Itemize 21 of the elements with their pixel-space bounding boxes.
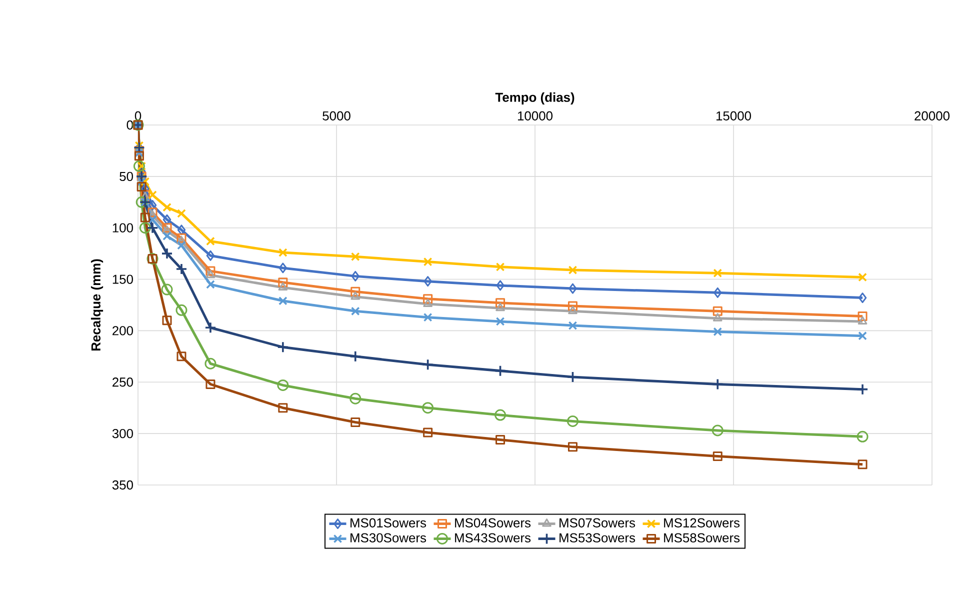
legend-label: MS07Sowers [560,518,636,528]
y-tick-label: 150 [112,274,133,284]
legend-label: MS30Sowers [350,533,426,542]
y-tick-label: 350 [112,480,133,490]
x-tick-label: 20000 [914,111,950,120]
legend-label: MS04Sowers [455,518,531,528]
x-tick-label: 10000 [518,111,553,120]
legend-label: MS53Sowers [560,533,636,542]
y-tick-label: 100 [112,223,133,232]
y-tick-label: 300 [112,428,133,438]
legend-label: MS01Sowers [350,518,426,528]
x-tick-label: 15000 [716,111,752,120]
legend-label: MS43Sowers [455,533,531,542]
x-tick-label: 5000 [322,111,350,120]
x-axis-title: Tempo (dias) [495,92,574,104]
legend-label: MS12Sowers [664,518,740,528]
y-axis-title: Recalque (mm) [90,259,104,351]
y-tick-label: 200 [112,326,133,336]
y-tick-label: 50 [120,172,133,181]
legend-label: MS58Sowers [664,533,740,542]
y-tick-label: 250 [112,378,133,387]
